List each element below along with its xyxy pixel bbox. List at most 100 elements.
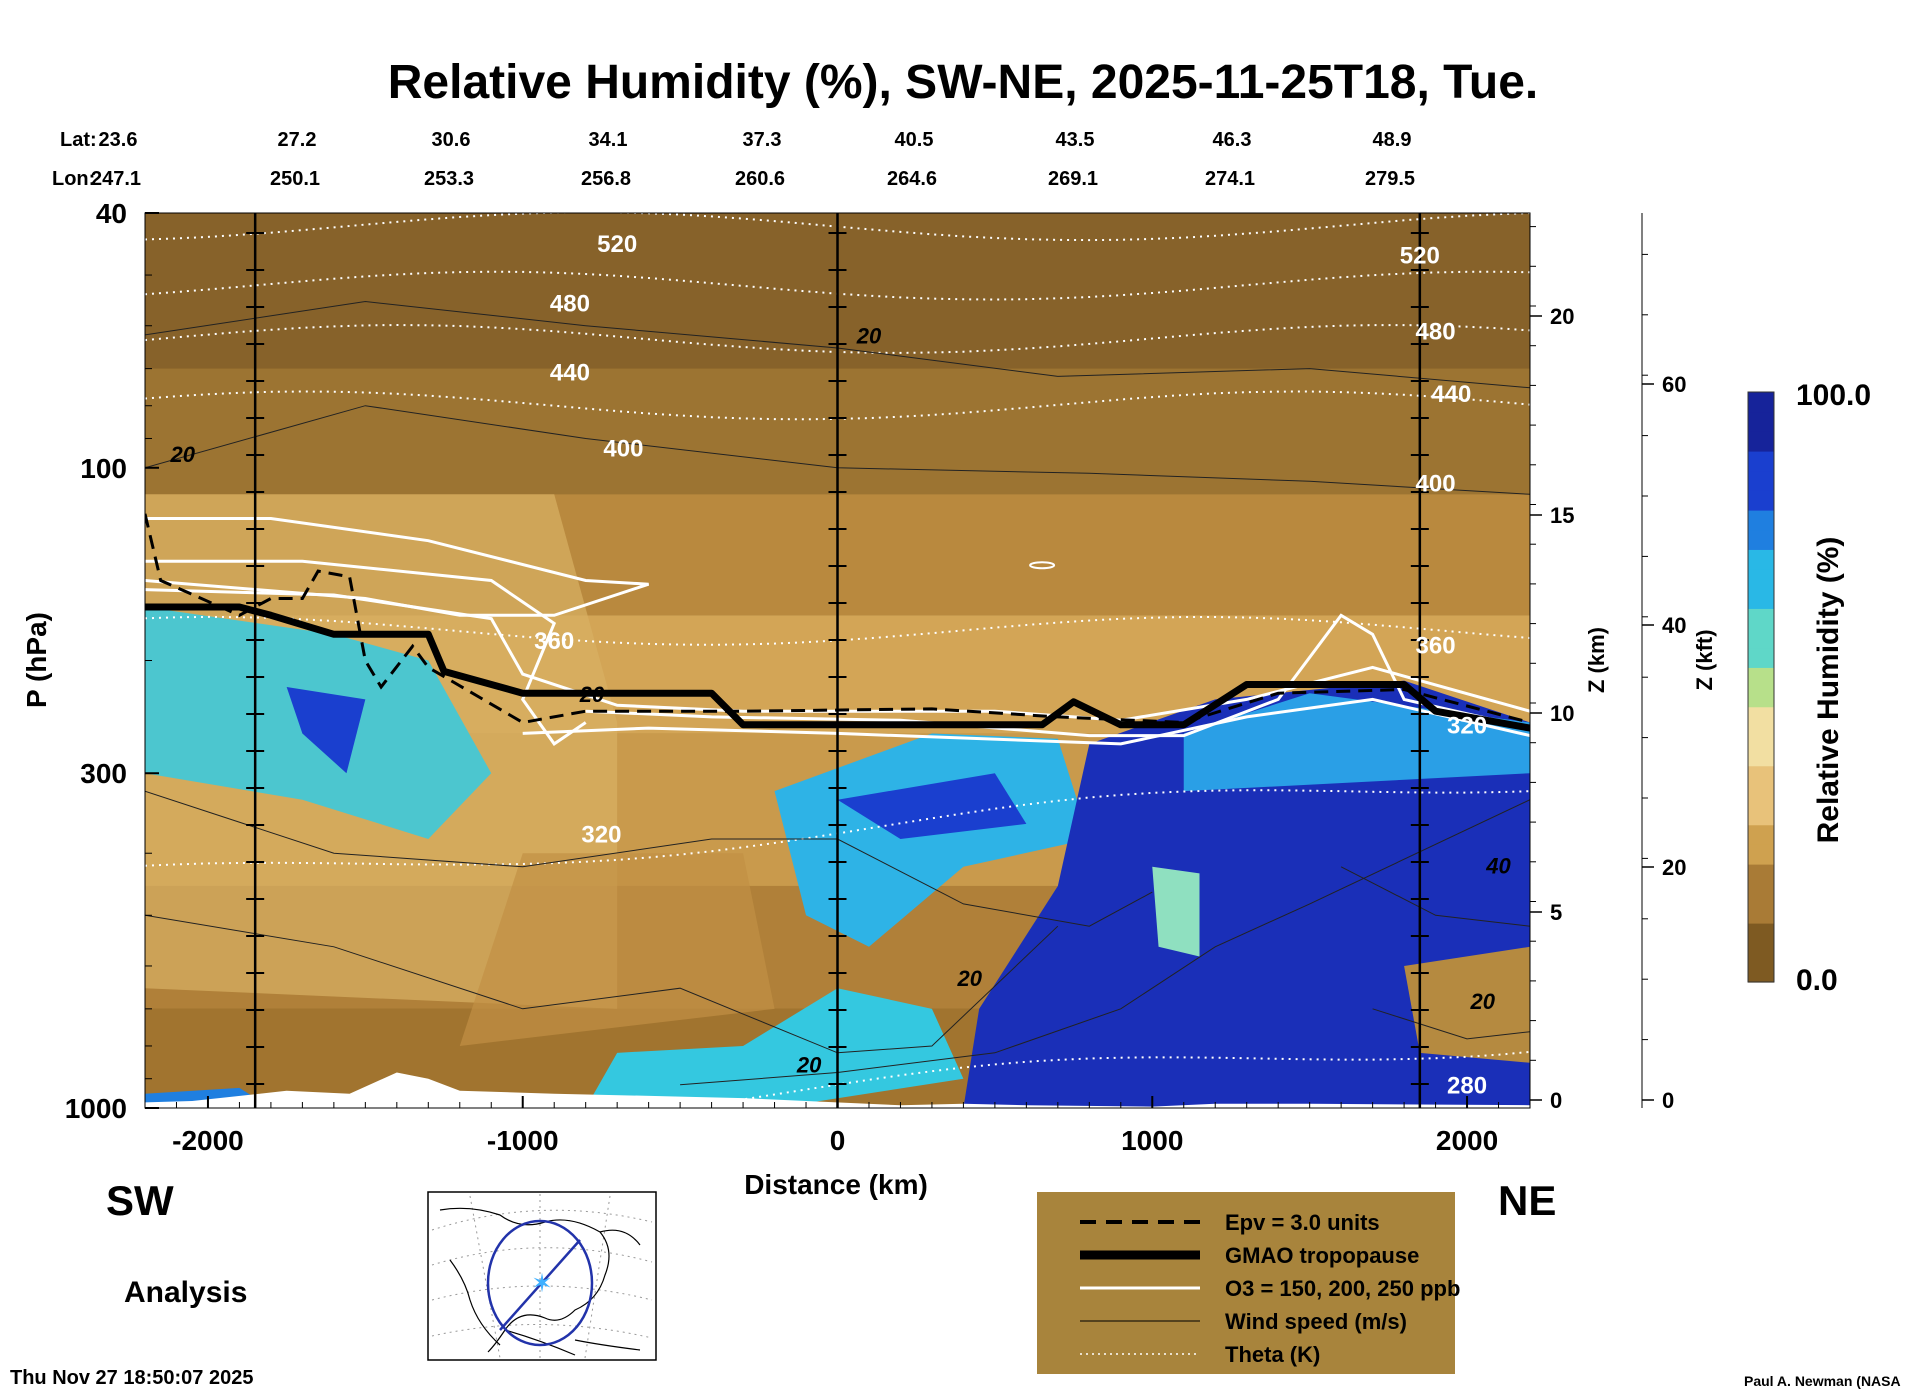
lon-value: 247.1 <box>91 168 141 190</box>
theta-label: 400 <box>1416 471 1456 498</box>
colorbar-segment <box>1748 687 1774 708</box>
colorbar-segment <box>1748 392 1774 413</box>
theta-label: 480 <box>550 290 590 317</box>
rh-moist-mid-core <box>837 773 1027 839</box>
inset-map-range-ring <box>486 1219 594 1347</box>
x-tick-label: 0 <box>830 1125 846 1156</box>
colorbar-segment <box>1748 569 1774 590</box>
z-km-tick-label: 15 <box>1550 503 1574 528</box>
wind-label: 20 <box>856 324 882 349</box>
rh-dry-east <box>1404 946 1530 1063</box>
colorbar-segment <box>1748 529 1774 550</box>
colorbar-segment <box>1748 667 1774 688</box>
theta-label: 320 <box>581 822 621 849</box>
z-kft-tick-label: 40 <box>1662 613 1686 638</box>
lat-label: Lat: <box>60 129 97 151</box>
colorbar-min-label: 0.0 <box>1796 964 1838 997</box>
lat-value: 23.6 <box>99 129 138 151</box>
lat-value: 34.1 <box>589 129 628 151</box>
colorbar-segment <box>1748 746 1774 767</box>
colorbar-segment <box>1748 588 1774 609</box>
colorbar-segment <box>1748 883 1774 904</box>
ozone-contours <box>145 517 1530 746</box>
theta-label: 360 <box>534 628 574 655</box>
z-kft-tick-label: 20 <box>1662 855 1686 880</box>
colorbar-segment <box>1748 706 1774 727</box>
wind-contour <box>1340 866 1530 927</box>
rh-dry-slot <box>1152 866 1200 957</box>
z-kft-label: Z (kft) <box>1692 629 1717 690</box>
wind-label: 20 <box>1470 989 1496 1014</box>
z-km-tick-label: 20 <box>1550 304 1574 329</box>
sw-label: SW <box>106 1177 174 1224</box>
y-tick-label: 100 <box>80 453 127 484</box>
colorbar-segment <box>1748 431 1774 452</box>
lat-value: 43.5 <box>1056 129 1095 151</box>
colorbar-segment <box>1748 726 1774 747</box>
ground-mask-shape <box>145 1072 1530 1108</box>
plot-area: 520 520 480 480 440 440 400 400 360 360 320 320 280 2… <box>145 213 1530 1108</box>
colorbar-segment <box>1748 923 1774 944</box>
z-kft-tick-label: 0 <box>1662 1088 1674 1113</box>
theta-label: 480 <box>1416 318 1456 345</box>
x-axis-label: Distance (km) <box>744 1169 928 1200</box>
inset-map: ✶ <box>427 1191 657 1361</box>
colorbar-segment <box>1748 470 1774 491</box>
y-tick-label: 300 <box>80 758 127 789</box>
chart-title: Relative Humidity (%), SW-NE, 2025-11-25… <box>388 56 1539 109</box>
wind-label: 20 <box>796 1052 822 1077</box>
rh-moist-east-upper <box>1183 693 1530 792</box>
lon-values: 247.1 250.1 253.3 256.8 260.6 264.6 269.1 274.1… <box>91 168 1415 190</box>
lat-value: 48.9 <box>1373 129 1412 151</box>
y-axis: 40 100 300 1000 <box>65 198 159 1124</box>
x-tick-label: 1000 <box>1121 1125 1183 1156</box>
x-tick-label: 2000 <box>1436 1125 1498 1156</box>
y-tick-label: 1000 <box>65 1093 127 1124</box>
colorbar-segment <box>1748 608 1774 629</box>
legend: Epv = 3.0 units GMAO tropopause O3 = 150, … <box>1037 1192 1460 1374</box>
ozone-contour-blob <box>1029 561 1056 570</box>
ozone-contour <box>145 588 1530 722</box>
lon-label: Lon: <box>52 168 95 190</box>
rh-moist-lower-mid <box>585 988 964 1108</box>
z-km-axis: 20 15 10 5 0 <box>1529 213 1574 1113</box>
colorbar-segment <box>1748 647 1774 668</box>
wind-label: 40 <box>1485 853 1511 878</box>
theta-label: 400 <box>603 435 643 462</box>
wind-contour <box>145 914 1059 1054</box>
colorbar-segment <box>1748 824 1774 845</box>
theta-label: 440 <box>1431 381 1471 408</box>
tropopause-line <box>145 603 1530 732</box>
colorbar-segment <box>1748 864 1774 885</box>
ozone-contour <box>585 613 1530 738</box>
lon-value: 253.3 <box>424 168 474 190</box>
colorbar-segment <box>1748 765 1774 786</box>
colorbar-segment <box>1748 628 1774 649</box>
lon-value: 260.6 <box>735 168 785 190</box>
y-tick-label: 40 <box>96 198 127 229</box>
wind-label: 20 <box>170 442 196 467</box>
z-km-tick-label: 0 <box>1550 1088 1562 1113</box>
theta-label: 360 <box>1416 632 1456 659</box>
colorbar-label: Relative Humidity (%) <box>1812 537 1845 844</box>
x-tick-label: -2000 <box>172 1125 244 1156</box>
reference-verticals <box>246 213 1429 1108</box>
lon-value: 250.1 <box>270 168 320 190</box>
y-axis-label: P (hPa) <box>21 612 52 708</box>
theta-label: 520 <box>1400 243 1440 270</box>
ground-mask <box>145 1072 1530 1108</box>
theta-label: 520 <box>597 231 637 258</box>
colorbar-frame <box>1747 391 1775 983</box>
z-km-tick-label: 5 <box>1550 900 1562 925</box>
rh-moist-mid <box>774 733 1090 947</box>
z-km-label: Z (km) <box>1584 627 1609 693</box>
colorbar-segment <box>1748 942 1774 963</box>
epv-contour <box>145 513 1530 725</box>
inset-map-transect <box>499 1239 581 1331</box>
colorbar-segment <box>1748 903 1774 924</box>
lon-value: 274.1 <box>1205 168 1255 190</box>
credit: Paul A. Newman (NASA <box>1744 1373 1901 1389</box>
rh-moist-east <box>963 680 1530 1108</box>
theta-label: 440 <box>550 359 590 386</box>
